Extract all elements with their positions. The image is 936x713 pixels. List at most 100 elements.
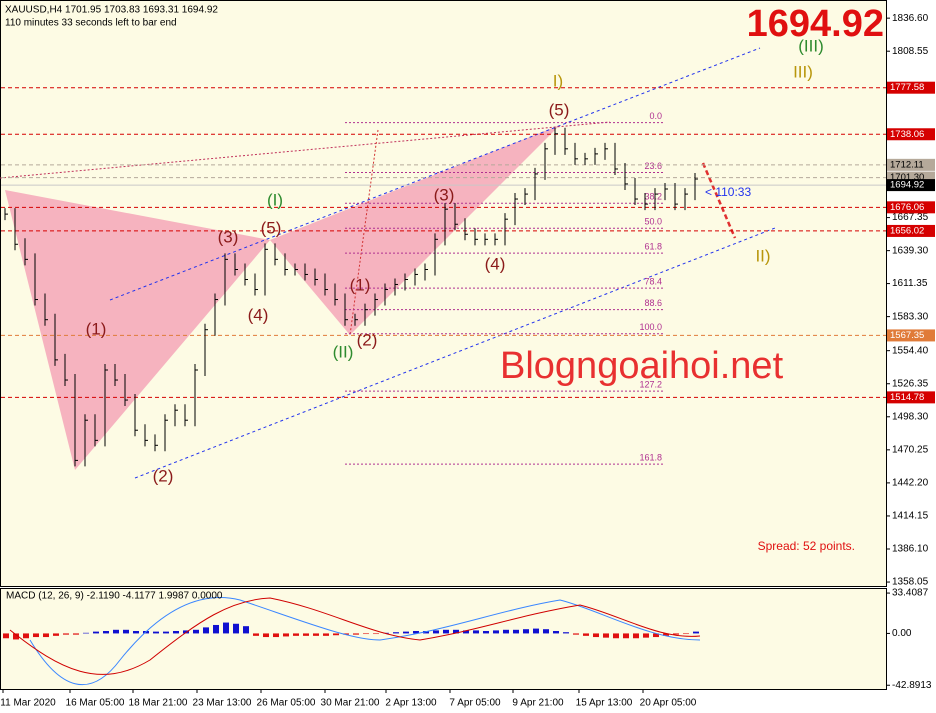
wave-label: (3) (434, 185, 455, 204)
macd-bar (13, 633, 19, 640)
macd-bar (433, 630, 439, 634)
time-label: 15 Apr 13:00 (576, 698, 633, 709)
fib-label: 161.8 (639, 453, 662, 463)
macd-bar (653, 633, 659, 638)
time-label: 7 Apr 05:00 (449, 698, 501, 709)
price-tick-label: 1611.35 (892, 278, 928, 289)
wave-label: II) (755, 246, 770, 265)
symbol-info: XAUUSD,H4 1701.95 1703.83 1693.31 1694.9… (5, 5, 218, 16)
price-tick-label: 1442.20 (892, 478, 929, 489)
channel-line (109, 47, 761, 301)
wave-label: (1) (350, 275, 371, 294)
macd-bar (373, 633, 379, 635)
price-tick-label: 1498.30 (892, 411, 929, 422)
wave-label: (5) (261, 218, 282, 237)
macd-bar (163, 631, 169, 634)
wave-label: (5) (549, 100, 570, 119)
time-label: 23 Mar 13:00 (193, 698, 252, 709)
wave-label: I) (553, 71, 563, 90)
fib-label: 0.0 (649, 111, 662, 121)
macd-bar (473, 630, 479, 634)
macd-bar (113, 629, 119, 634)
macd-bar (503, 629, 509, 634)
macd-bar (263, 633, 269, 638)
fib-label: 50.0 (644, 217, 662, 227)
wave-label: (2) (357, 330, 378, 349)
time-label: 2 Apr 13:00 (385, 698, 437, 709)
macd-bar (423, 631, 429, 634)
macd-bar (93, 631, 99, 634)
level-label: 1656.02 (890, 225, 924, 236)
macd-bar (463, 630, 469, 634)
macd-bar (663, 633, 669, 636)
macd-bar (623, 633, 629, 639)
trend-line (349, 129, 379, 336)
macd-bar (353, 633, 359, 635)
macd-bar (523, 629, 529, 634)
time-label: 9 Apr 21:00 (512, 698, 564, 709)
spread: Spread: 52 points. (758, 539, 855, 553)
wave-label: (2) (153, 466, 174, 485)
macd-bar (63, 633, 69, 635)
macd-bar (273, 633, 279, 638)
macd-tick-label: 33.4087 (892, 588, 929, 599)
macd-bar (193, 629, 199, 634)
level-tag (887, 391, 935, 404)
harmonic-pattern (5, 190, 270, 470)
price-frame (0, 0, 887, 587)
macd-bar (243, 626, 249, 634)
macd-bar (583, 633, 589, 636)
bar-timer: 110 minutes 33 seconds left to bar end (5, 18, 177, 29)
price-tick-label: 1667.35 (892, 212, 929, 223)
wave-label: III) (793, 62, 813, 81)
level-label: 1676.06 (890, 202, 924, 213)
fib-label: 100.0 (639, 322, 662, 332)
level-label: 1567.35 (890, 330, 924, 341)
macd-tick-label: 0.00 (892, 628, 912, 639)
macd-bar (123, 629, 129, 634)
macd-bar (563, 632, 569, 634)
price-tick-label: 1358.05 (892, 577, 929, 588)
macd-bar (283, 633, 289, 637)
macd-bar (3, 633, 9, 639)
macd-bar (53, 633, 59, 636)
wave-label: (4) (248, 305, 269, 324)
macd-bar (533, 628, 539, 634)
macd-bar (73, 633, 79, 635)
level-label: 1514.78 (890, 392, 924, 403)
macd-line (29, 597, 701, 686)
wave-label: (3) (218, 227, 239, 246)
fib-label: 78.4 (644, 277, 662, 287)
macd-bar (253, 633, 259, 636)
macd-bar (553, 631, 559, 634)
time-label: 18 Mar 21:00 (129, 698, 188, 709)
price-tick-label: 1639.30 (892, 245, 929, 256)
level-tag (887, 81, 935, 94)
macd-bar (103, 631, 109, 634)
macd-bar (223, 622, 229, 634)
price-tick-label: 1808.55 (892, 46, 929, 57)
wave-label: (II) (333, 342, 354, 361)
time-label: 20 Apr 05:00 (640, 698, 697, 709)
price-tick-label: 1583.30 (892, 311, 929, 322)
macd-bar (23, 633, 29, 639)
macd-bar (43, 633, 49, 638)
signal-line (9, 597, 701, 675)
macd-bar (153, 631, 159, 634)
macd-bar (323, 633, 329, 636)
price-tick-label: 1414.15 (892, 511, 929, 522)
countdown: < 110:33 (705, 185, 751, 199)
macd-bar (203, 627, 209, 634)
time-label: 16 Mar 05:00 (66, 698, 125, 709)
price-tick-label: 1470.25 (892, 444, 929, 455)
wave-label: (I) (267, 190, 283, 209)
level-tag (887, 128, 935, 141)
macd-bar (83, 632, 89, 634)
macd-bar (483, 631, 489, 634)
macd-bar (643, 633, 649, 638)
time-label: 30 Mar 21:00 (321, 698, 380, 709)
level-label: 1738.06 (890, 129, 924, 140)
channel-line (134, 227, 776, 479)
macd-bar (613, 633, 619, 639)
